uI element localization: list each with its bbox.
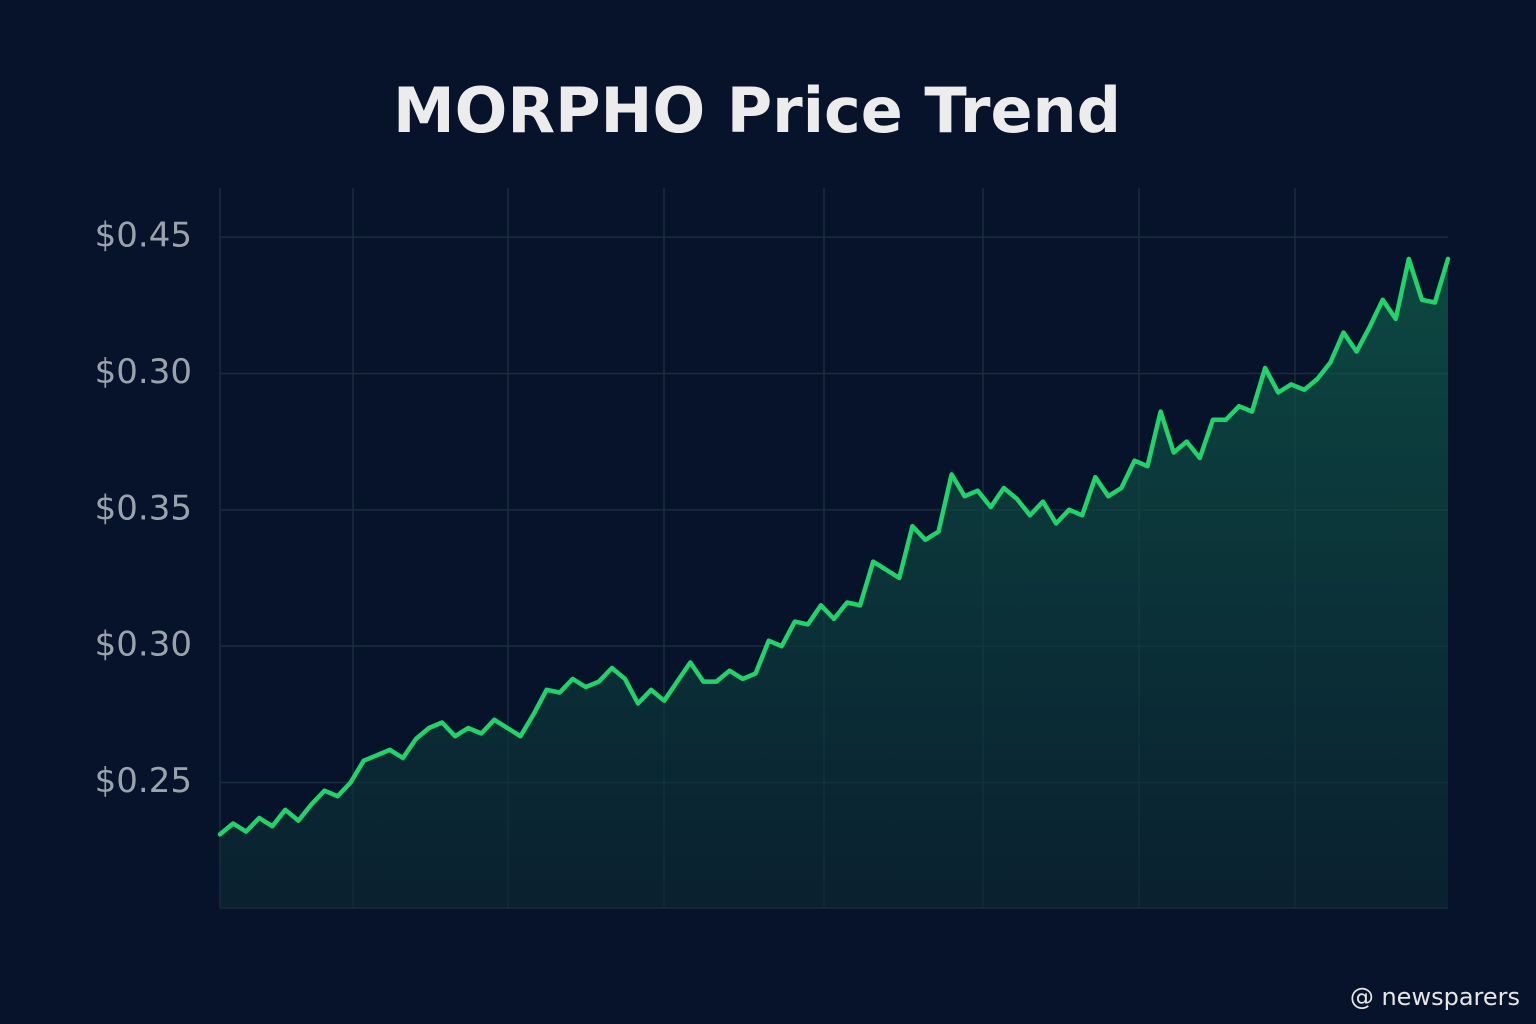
chart-title: MORPHO Price Trend <box>393 74 1121 147</box>
watermark: @ newsparers <box>1350 983 1520 1011</box>
y-tick-label: $0.25 <box>95 761 192 801</box>
y-tick-label: $0.30 <box>95 625 192 665</box>
area <box>220 258 1448 908</box>
y-tick-label: $0.45 <box>95 216 192 256</box>
y-tick-label: $0.35 <box>95 488 192 528</box>
y-tick-label: $0.30 <box>95 352 192 392</box>
price-line <box>217 256 1451 837</box>
